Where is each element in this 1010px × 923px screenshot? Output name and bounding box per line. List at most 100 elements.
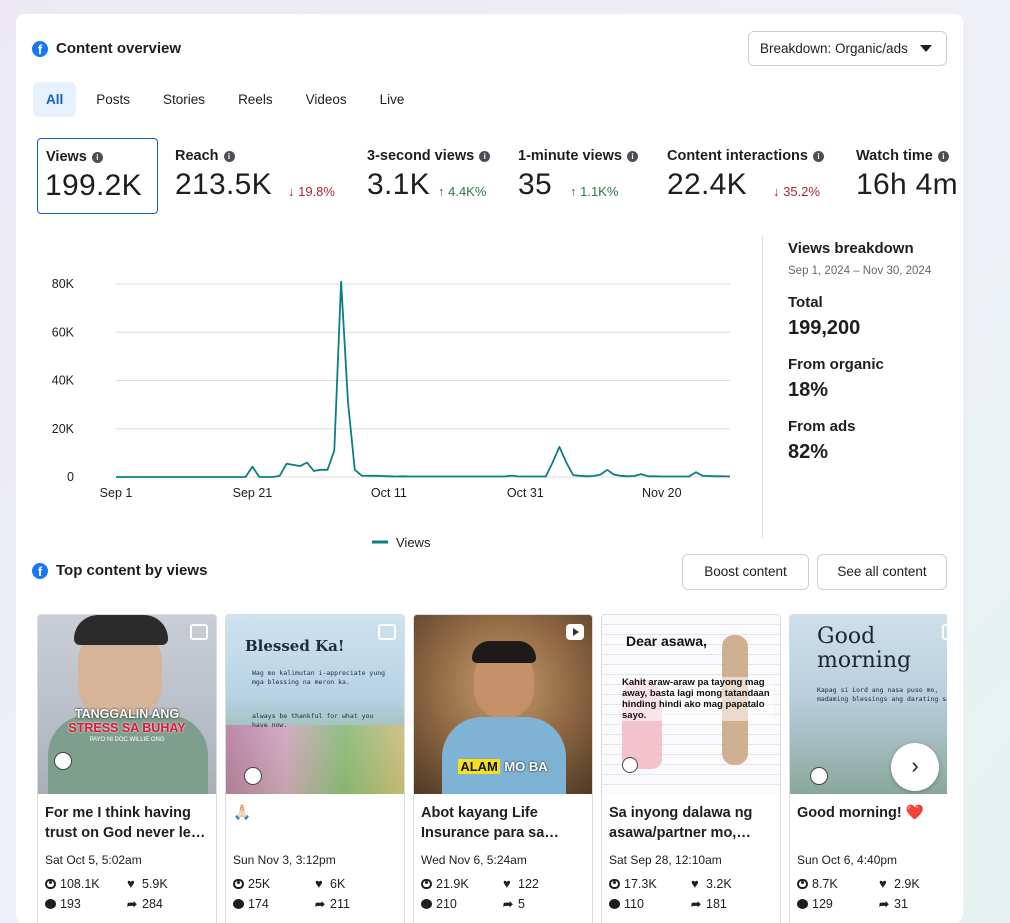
comments-count: 210 xyxy=(436,897,457,911)
person-shirt xyxy=(48,715,208,794)
likes-count: 122 xyxy=(518,877,539,891)
metric-1-minute-views[interactable]: 1-minute views i 35 ↑ 1.1K% xyxy=(510,138,656,214)
likes-count: 5.9K xyxy=(142,877,168,891)
views-stat: 21.9K xyxy=(421,877,469,891)
carousel-next-button[interactable]: › xyxy=(891,743,939,791)
x-tick-label: Oct 31 xyxy=(507,486,544,500)
heart-icon: ♥ xyxy=(503,876,511,891)
tab-stories[interactable]: Stories xyxy=(163,92,206,107)
tab-posts[interactable]: Posts xyxy=(96,92,131,107)
likes-stat: ♥ 2.9K xyxy=(879,877,920,891)
content-card[interactable]: Dear asawa, Kahit araw-araw pa tayong ma… xyxy=(601,614,781,923)
comments-count: 110 xyxy=(624,897,644,911)
tab-all[interactable]: All xyxy=(33,82,77,117)
info-icon[interactable]: i xyxy=(812,150,824,162)
eye-icon xyxy=(45,879,56,889)
video-thumbnail[interactable]: ALAM MO BA xyxy=(414,615,592,794)
total-value: 199,200 xyxy=(788,317,861,339)
info-icon[interactable]: i xyxy=(626,150,638,162)
post-thumbnail[interactable]: Dear asawa, Kahit araw-araw pa tayong ma… xyxy=(602,615,780,794)
info-icon[interactable]: i xyxy=(479,150,491,162)
see-all-content-button[interactable]: See all content xyxy=(817,554,947,590)
content-card[interactable]: Blessed Ka! Wag mo kalimutan i-appreciat… xyxy=(225,614,405,923)
metric-views[interactable]: Views i 199.2K xyxy=(37,138,158,214)
metric-value: 16h 4m xyxy=(856,168,958,201)
video-icon xyxy=(566,624,584,640)
metrics-row: Views i 199.2K Reach i 213.5K ↓ 19.8% 3-se… xyxy=(37,138,963,214)
metric-content-interactions[interactable]: Content interactions i 22.4K ↓ 35.2% xyxy=(659,138,849,214)
comment-icon xyxy=(797,899,808,909)
views-count: 25K xyxy=(248,877,271,891)
metric-value: 35 xyxy=(518,168,552,201)
avatar xyxy=(54,752,72,770)
caret-down-icon xyxy=(920,45,932,52)
heart-icon: ♥ xyxy=(691,876,699,891)
shares-stat: ➦ 181 xyxy=(691,897,727,911)
info-icon[interactable]: i xyxy=(223,150,235,162)
facebook-icon: f xyxy=(32,562,48,579)
comments-stat: 110 xyxy=(609,897,644,911)
top-content-carousel: TANGGALIN ANG STRESS SA BUHAY PAYO NI DO… xyxy=(37,614,947,923)
thumb-caption-line3: always be thankful for what you have now… xyxy=(252,712,374,729)
metric-delta: ↑ 1.1K% xyxy=(570,184,619,199)
thumb-caption-line3: Kapag si Lord ang nasa puso mo, madaming… xyxy=(817,686,947,703)
thumb-caption-line3: PAYO NI DOC WILLIE ONG xyxy=(89,737,165,743)
share-icon: ➦ xyxy=(691,897,702,911)
post-title: Sa inyong dalawa ng xyxy=(609,805,753,821)
content-card[interactable]: ALAM MO BA Abot kayang Life Insurance pa… xyxy=(413,614,593,923)
metric-3-second-views[interactable]: 3-second views i 3.1K ↑ 4.4K% xyxy=(359,138,507,214)
metric-label: Reach xyxy=(175,148,219,164)
metric-watch-time[interactable]: Watch time i 16h 4m xyxy=(848,138,963,214)
post-thumbnail[interactable]: TANGGALIN ANG STRESS SA BUHAY PAYO NI DO… xyxy=(38,615,216,794)
comments-stat: 193 xyxy=(45,897,81,911)
metric-label: Watch time xyxy=(856,148,933,164)
organic-label: From organic xyxy=(788,356,884,373)
breakdown-dropdown[interactable]: Breakdown: Organic/ads xyxy=(748,31,947,66)
tab-reels[interactable]: Reels xyxy=(238,92,273,107)
thumb-caption-line2: STRESS SA BUHAY xyxy=(68,721,186,735)
views-count: 8.7K xyxy=(812,877,838,891)
info-icon[interactable]: i xyxy=(937,150,949,162)
total-label: Total xyxy=(788,294,823,311)
post-title-line2: asawa/partner mo,… xyxy=(609,825,751,841)
page-title: Content overview xyxy=(56,40,182,57)
views-count: 21.9K xyxy=(436,877,469,891)
person-hair xyxy=(472,641,536,663)
thumb-caption-line2: morning xyxy=(817,648,912,673)
post-thumbnail[interactable]: Blessed Ka! Wag mo kalimutan i-appreciat… xyxy=(226,615,404,794)
metric-reach[interactable]: Reach i 213.5K ↓ 19.8% xyxy=(166,138,356,214)
views-breakdown-panel: Views breakdown Sep 1, 2024 – Nov 30, 20… xyxy=(788,240,958,464)
shares-count: 284 xyxy=(142,897,163,911)
boost-content-button[interactable]: Boost content xyxy=(682,554,809,590)
shares-stat: ➦ 284 xyxy=(127,897,163,911)
avatar xyxy=(244,767,262,785)
views-stat: 8.7K xyxy=(797,877,838,891)
metric-delta: ↓ 19.8% xyxy=(288,184,335,199)
info-icon[interactable]: i xyxy=(91,151,103,163)
thumb-caption-line2: MO BA xyxy=(504,759,548,774)
shares-stat: ➦ 5 xyxy=(503,897,525,911)
likes-stat: ♥ 3.2K xyxy=(691,877,732,891)
comments-count: 193 xyxy=(60,897,81,911)
share-icon: ➦ xyxy=(879,897,890,911)
metric-label: Views xyxy=(46,149,87,165)
x-tick-label: Sep 1 xyxy=(100,486,133,500)
x-tick-label: Oct 11 xyxy=(371,486,407,500)
post-date: Sun Nov 3, 3:12pm xyxy=(233,853,336,867)
photo-icon xyxy=(190,624,208,640)
tab-videos[interactable]: Videos xyxy=(305,92,347,107)
shares-count: 5 xyxy=(518,897,525,911)
metric-value: 22.4K xyxy=(667,168,747,201)
share-icon: ➦ xyxy=(315,897,326,911)
content-card[interactable]: TANGGALIN ANG STRESS SA BUHAY PAYO NI DO… xyxy=(37,614,217,923)
shares-count: 181 xyxy=(706,897,727,911)
comment-icon xyxy=(421,899,432,909)
likes-stat: ♥ 5.9K xyxy=(127,877,168,891)
comments-stat: 210 xyxy=(421,897,457,911)
likes-stat: ♥ 6K xyxy=(315,877,345,891)
comments-stat: 129 xyxy=(797,897,833,911)
likes-count: 6K xyxy=(330,877,346,891)
views-count: 108.1K xyxy=(60,877,100,891)
tab-live[interactable]: Live xyxy=(379,92,405,107)
views-stat: 25K xyxy=(233,877,270,891)
